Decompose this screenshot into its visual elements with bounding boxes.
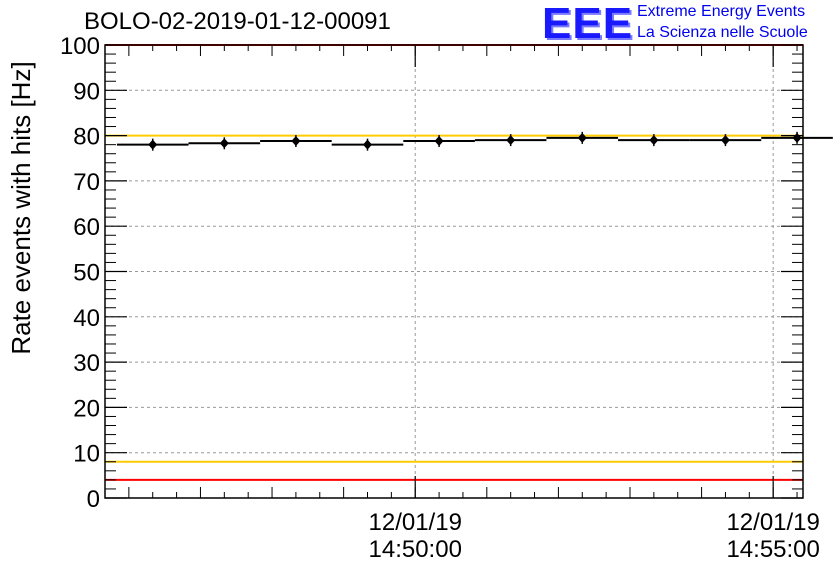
data-point xyxy=(506,135,516,146)
data-point xyxy=(720,135,730,146)
y-tick-label: 40 xyxy=(73,305,100,332)
x-tick-date: 12/01/19 xyxy=(369,509,462,536)
eee-logo-mark: EEE xyxy=(542,0,634,48)
y-tick-label: 0 xyxy=(87,486,100,513)
data-point xyxy=(434,136,444,147)
y-tick-label: 70 xyxy=(73,169,100,196)
y-tick-label: 90 xyxy=(73,78,100,105)
y-tick-label: 100 xyxy=(60,33,100,60)
x-tick-time: 14:50:00 xyxy=(369,536,462,563)
data-point xyxy=(148,139,158,150)
y-axis-label: Rate events with hits [Hz] xyxy=(6,61,36,354)
y-tick-label: 30 xyxy=(73,350,100,377)
reference-lines xyxy=(105,44,803,481)
grid-lines xyxy=(105,45,803,498)
logo-line-2: La Scienza nelle Scuole xyxy=(637,24,808,41)
data-series xyxy=(116,131,833,151)
data-point xyxy=(219,138,229,149)
y-tick-label: 20 xyxy=(73,395,100,422)
chart-title: BOLO-02-2019-01-12-00091 xyxy=(84,8,391,35)
data-point xyxy=(649,135,659,146)
y-tick-labels: 0 10 20 30 40 50 60 70 80 90 100 xyxy=(60,33,100,513)
data-point xyxy=(792,132,802,143)
y-tick-label: 80 xyxy=(73,124,100,151)
x-tick-time: 14:55:00 xyxy=(726,536,819,563)
data-point xyxy=(577,132,587,143)
data-point xyxy=(362,139,372,150)
x-tick-date: 12/01/19 xyxy=(726,509,819,536)
logo-line-1: Extreme Energy Events xyxy=(637,3,806,20)
y-tick-label: 50 xyxy=(73,260,100,287)
y-tick-label: 10 xyxy=(73,441,100,468)
axis-ticks xyxy=(104,44,803,499)
data-point xyxy=(291,136,301,147)
y-tick-label: 60 xyxy=(73,214,100,241)
